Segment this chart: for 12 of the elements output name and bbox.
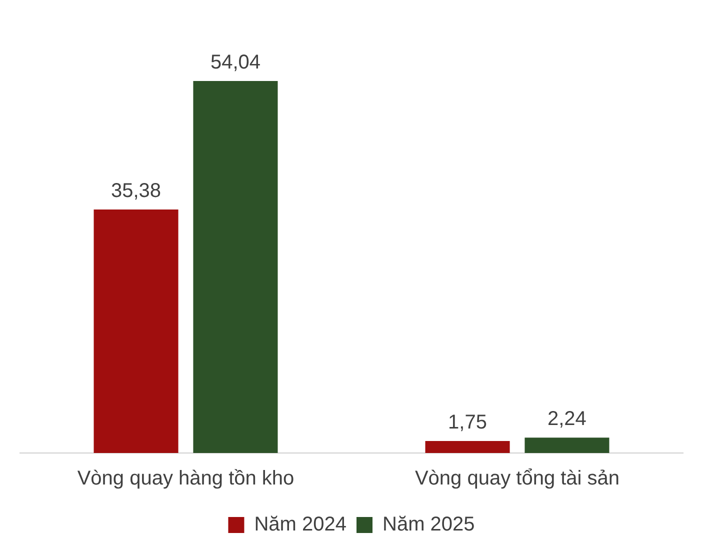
legend-label: Năm 2025	[382, 514, 475, 536]
data-label: 54,04	[210, 52, 261, 74]
legend-label: Năm 2024	[254, 514, 347, 536]
bar	[425, 440, 510, 453]
x-tick-label: Vòng quay hàng tồn kho	[77, 468, 294, 490]
bar	[524, 438, 610, 453]
x-tick-label: Vòng quay tổng tài sản	[414, 468, 620, 490]
bar	[94, 209, 178, 453]
data-label: 1,75	[448, 411, 487, 434]
bar	[193, 81, 278, 453]
data-label: 35,38	[110, 180, 162, 202]
data-label: 2,24	[548, 408, 586, 430]
